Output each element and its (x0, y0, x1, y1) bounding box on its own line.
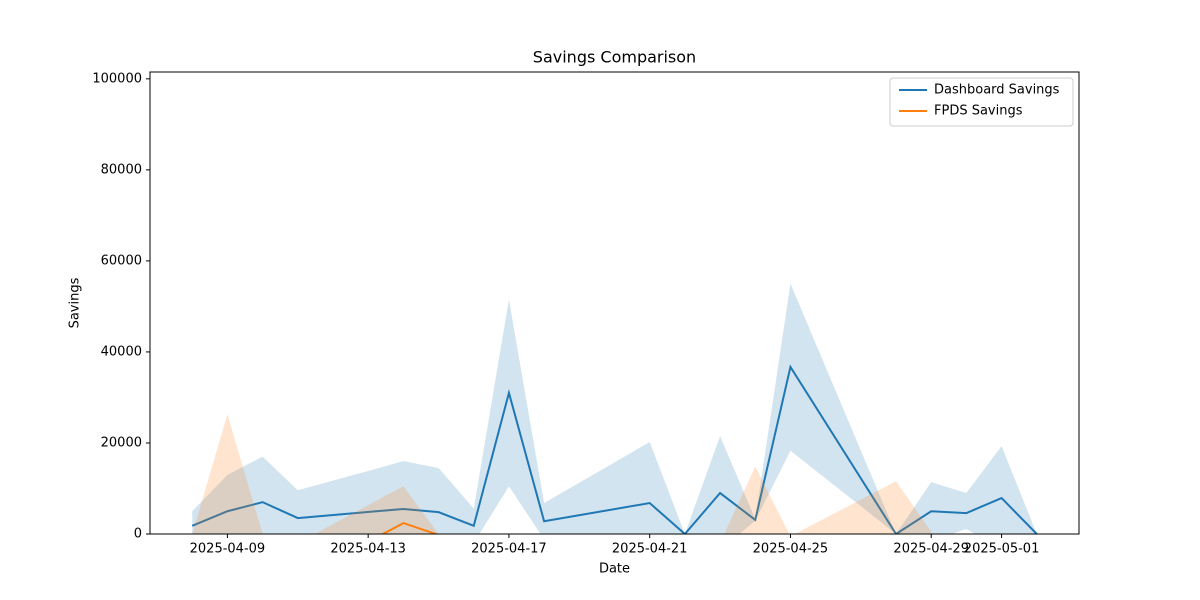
y-tick-label: 20000 (101, 435, 142, 450)
plot-area (191, 283, 1038, 534)
x-tick-label: 2025-04-09 (190, 542, 266, 557)
y-tick-label: 40000 (101, 344, 142, 359)
confidence-band (192, 283, 1037, 534)
x-tick-label: 2025-04-13 (330, 542, 406, 557)
x-tick-label: 2025-04-21 (612, 542, 688, 557)
y-tick-label: 60000 (101, 253, 142, 268)
confidence-band (192, 414, 932, 534)
legend-label: FPDS Savings (934, 104, 1023, 119)
series-line (191, 364, 1038, 534)
x-tick-label: 2025-04-29 (893, 542, 969, 557)
chart-title: Savings Comparison (533, 48, 696, 67)
x-tick-label: 2025-05-01 (964, 542, 1040, 557)
y-tick-label: 80000 (101, 162, 142, 177)
x-tick-label: 2025-04-25 (753, 542, 829, 557)
y-tick-label: 100000 (92, 71, 142, 86)
legend-label: Dashboard Savings (934, 83, 1060, 98)
y-tick-label: 0 (134, 527, 142, 542)
x-tick-label: 2025-04-17 (471, 542, 547, 557)
y-axis-label: Savings (68, 277, 83, 328)
x-axis-label: Date (599, 562, 630, 577)
axes-frame (149, 71, 1080, 535)
legend-box (889, 77, 1074, 127)
